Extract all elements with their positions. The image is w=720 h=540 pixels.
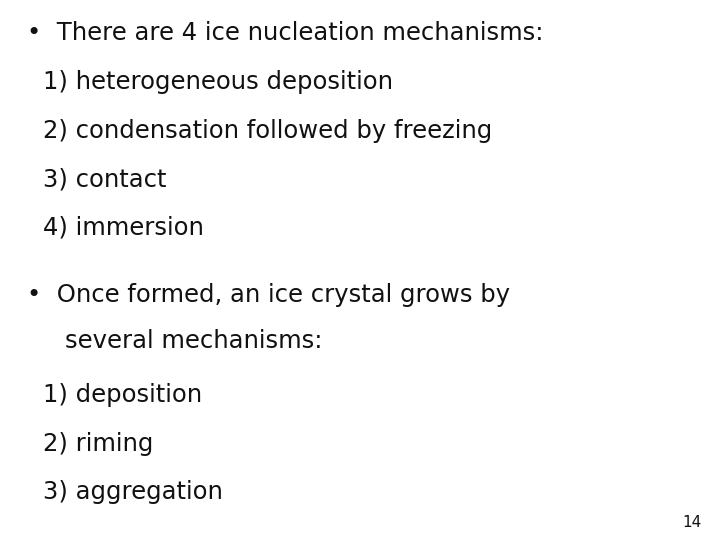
Text: 1) heterogeneous deposition: 1) heterogeneous deposition: [43, 70, 393, 94]
Text: several mechanisms:: several mechanisms:: [65, 329, 323, 353]
Text: 2) condensation followed by freezing: 2) condensation followed by freezing: [43, 119, 492, 143]
Text: 14: 14: [683, 515, 702, 530]
Text: •  Once formed, an ice crystal grows by: • Once formed, an ice crystal grows by: [27, 284, 510, 307]
Text: 4) immersion: 4) immersion: [43, 216, 204, 240]
Text: •  There are 4 ice nucleation mechanisms:: • There are 4 ice nucleation mechanisms:: [27, 22, 544, 45]
Text: 3) aggregation: 3) aggregation: [43, 481, 223, 504]
Text: 1) deposition: 1) deposition: [43, 383, 202, 407]
Text: 3) contact: 3) contact: [43, 167, 167, 191]
Text: 2) riming: 2) riming: [43, 432, 153, 456]
